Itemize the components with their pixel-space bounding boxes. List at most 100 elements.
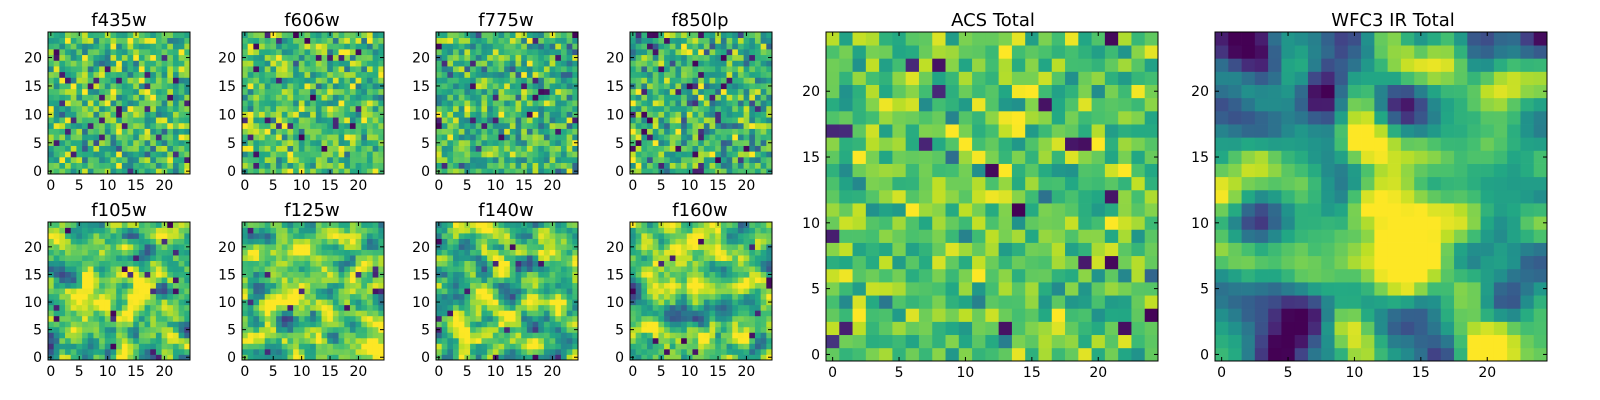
heatmap-cell [247, 277, 254, 284]
heatmap-cell [458, 343, 465, 350]
heatmap-cell [436, 156, 443, 163]
heatmap-cell [686, 348, 693, 355]
heatmap-cell [178, 266, 185, 273]
heatmap-cell [178, 71, 185, 78]
heatmap-cell [635, 60, 642, 67]
heatmap-cell [470, 337, 477, 344]
heatmap-cell [144, 277, 151, 284]
heatmap-cell [470, 66, 477, 73]
heatmap-cell [464, 337, 471, 344]
heatmap-cell [692, 32, 699, 39]
heatmap-cell [344, 105, 351, 112]
heatmap-cell [686, 310, 693, 317]
heatmap-cell [475, 88, 482, 95]
heatmap-cell [766, 94, 773, 101]
heatmap-cell [349, 293, 356, 300]
heatmap-cell [692, 151, 699, 158]
heatmap-cell [116, 337, 123, 344]
heatmap-cell [366, 277, 373, 284]
heatmap-cell [647, 139, 654, 146]
heatmap-cell [155, 117, 162, 124]
heatmap-cell [99, 299, 106, 306]
heatmap-cell [150, 54, 157, 61]
heatmap-cell [464, 343, 471, 350]
heatmap-cell [138, 299, 145, 306]
heatmap-cell [566, 100, 573, 107]
heatmap-cell [560, 134, 567, 141]
heatmap-cell [652, 122, 659, 129]
heatmap-cell [332, 304, 339, 311]
heatmap-cell [526, 227, 533, 234]
heatmap-cell [732, 337, 739, 344]
heatmap-cell [144, 266, 151, 273]
heatmap-cell [361, 227, 368, 234]
heatmap-cell [743, 315, 750, 322]
heatmap-cell [48, 60, 55, 67]
heatmap-cell [743, 105, 750, 112]
heatmap-cell [492, 266, 499, 273]
heatmap-cell [247, 233, 254, 239]
heatmap-cell [664, 105, 671, 112]
heatmap-cell [743, 321, 750, 328]
heatmap-cell [458, 277, 465, 284]
heatmap-cell [532, 105, 539, 112]
heatmap-cell [327, 83, 334, 90]
heatmap-cell [692, 145, 699, 152]
heatmap-cell [675, 66, 682, 73]
heatmap-cell [743, 293, 750, 300]
heatmap-cell [669, 83, 676, 90]
heatmap-cell [458, 354, 465, 361]
heatmap-cell [669, 49, 676, 56]
heatmap-cell [178, 77, 185, 84]
heatmap-cell [521, 111, 528, 118]
heatmap-cell [630, 60, 637, 67]
heatmap-cell [304, 83, 311, 90]
heatmap-cell [133, 60, 140, 67]
heatmap-cell [327, 60, 334, 67]
heatmap-cell [498, 100, 505, 107]
heatmap-cell [743, 54, 750, 61]
heatmap-cell [48, 277, 55, 284]
heatmap-cell [53, 255, 60, 261]
heatmap-cell [543, 222, 550, 228]
heatmap-cell [355, 299, 362, 306]
heatmap-cell [726, 277, 733, 284]
heatmap-cell [543, 156, 550, 163]
heatmap-cell [321, 304, 328, 311]
heatmap-cell [298, 83, 305, 90]
heatmap-cell [743, 156, 750, 163]
heatmap-cell [53, 111, 60, 118]
heatmap-cell [669, 134, 676, 141]
heatmap-cell [87, 139, 94, 146]
heatmap-cell [372, 60, 379, 67]
heatmap-cell [65, 288, 72, 295]
heatmap-cell [492, 43, 499, 50]
heatmap-cell [93, 315, 100, 322]
heatmap-cell [515, 156, 522, 163]
heatmap-cell [560, 145, 567, 152]
heatmap-cell [372, 88, 379, 95]
heatmap-cell [104, 71, 111, 78]
heatmap-cell [487, 332, 494, 339]
heatmap-cell [150, 315, 157, 322]
heatmap-cell [76, 77, 83, 84]
heatmap-cell [327, 348, 334, 355]
heatmap-cell [76, 105, 83, 112]
heatmap-cell [93, 271, 100, 278]
heatmap-cell [492, 299, 499, 306]
heatmap-cell [338, 332, 345, 339]
heatmap-cell [315, 337, 322, 344]
heatmap-cell [361, 83, 368, 90]
heatmap-cell [504, 343, 511, 350]
heatmap-cell [532, 145, 539, 152]
heatmap-cell [521, 321, 528, 328]
heatmap-cell [521, 43, 528, 50]
heatmap-cell [447, 139, 454, 146]
heatmap-cell [65, 43, 72, 50]
heatmap-cell [127, 299, 134, 306]
heatmap-cell [310, 162, 317, 169]
heatmap-cell [652, 60, 659, 67]
heatmap-cell [754, 37, 761, 44]
heatmap-cell [304, 233, 311, 239]
heatmap-cell [766, 43, 773, 50]
